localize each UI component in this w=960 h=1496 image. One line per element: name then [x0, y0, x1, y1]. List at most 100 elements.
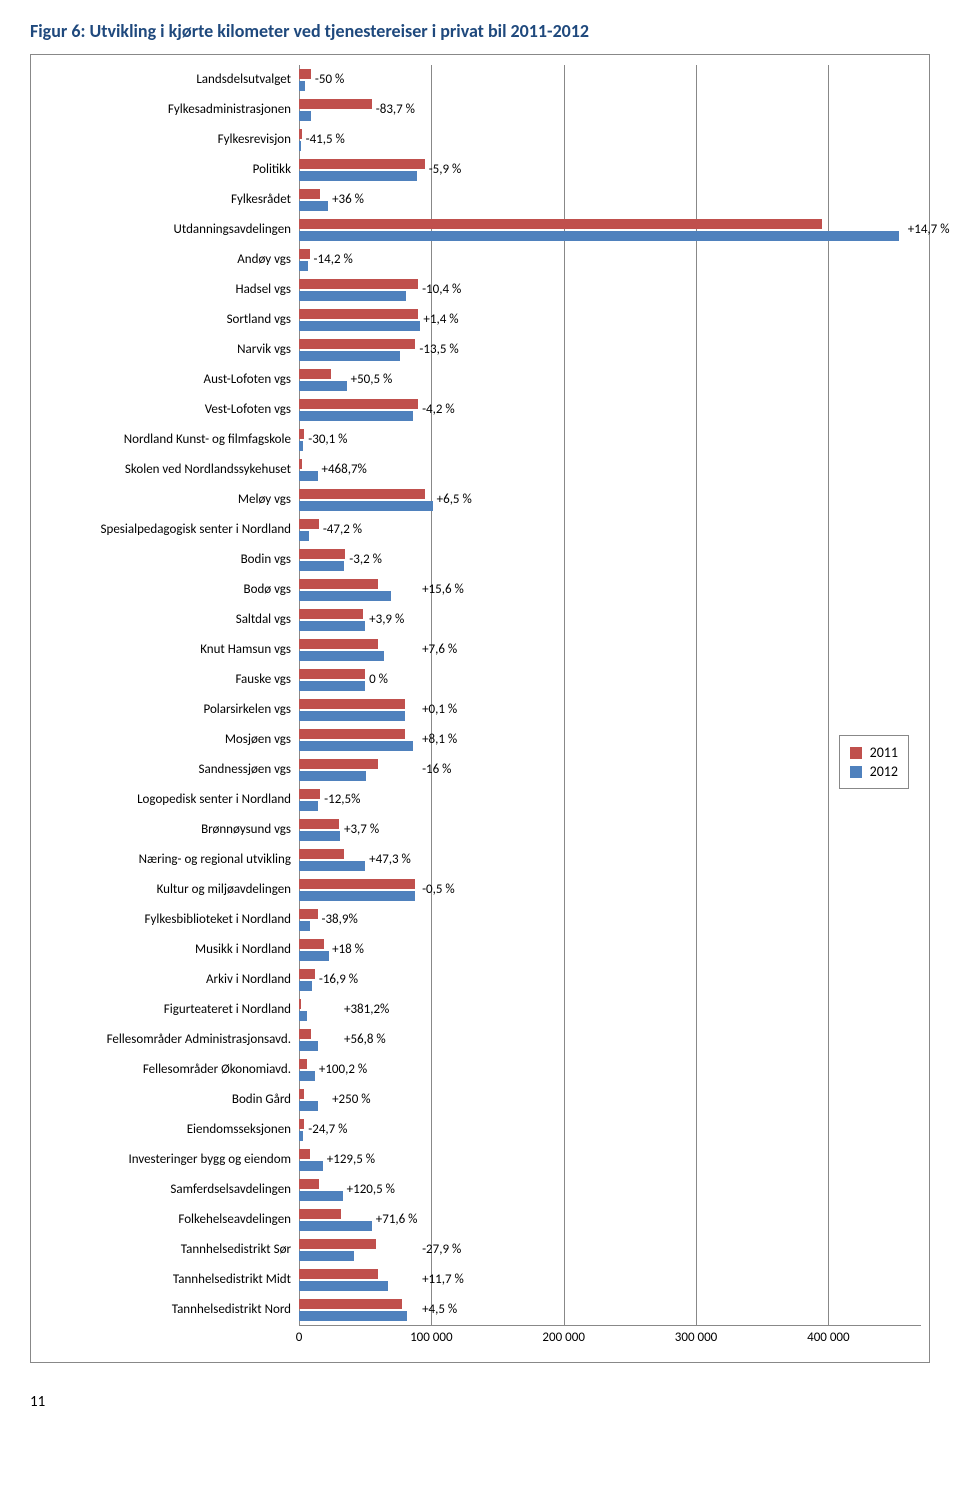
bar-row: -10,4 % [299, 275, 921, 305]
bar-2011 [299, 159, 425, 169]
chart-body: LandsdelsutvalgetFylkesadministrasjonenF… [39, 65, 921, 1356]
bar-2011 [299, 639, 378, 649]
bar-row: +250 % [299, 1085, 921, 1115]
bar-2012 [299, 741, 413, 751]
bar-2012 [299, 951, 329, 961]
bar-2012 [299, 1101, 318, 1111]
bar-row: +11,7 % [299, 1265, 921, 1295]
bar-row: +3,7 % [299, 815, 921, 845]
category-label: Bodin Gård [39, 1085, 299, 1115]
bar-row: -50 % [299, 65, 921, 95]
bar-2011 [299, 429, 304, 439]
bar-row: +15,6 % [299, 575, 921, 605]
bar-row: +1,4 % [299, 305, 921, 335]
bar-2012 [299, 651, 384, 661]
value-annotation: +468,7% [321, 462, 366, 477]
chart-container: LandsdelsutvalgetFylkesadministrasjonenF… [30, 54, 930, 1363]
bar-2011 [299, 369, 331, 379]
category-label: Eiendomsseksjonen [39, 1115, 299, 1145]
legend-label-2012: 2012 [870, 763, 898, 780]
value-annotation: +11,7 % [422, 1272, 464, 1287]
bar-row: +7,6 % [299, 635, 921, 665]
bar-2011 [299, 879, 415, 889]
value-annotation: -50 % [315, 72, 344, 87]
value-annotation: -83,7 % [376, 102, 415, 117]
bar-row: -12,5% [299, 785, 921, 815]
bar-2012 [299, 1161, 323, 1171]
bar-2011 [299, 489, 425, 499]
bar-rows: -50 %-83,7 %-41,5 %-5,9 %+36 %+14,7 %-14… [299, 65, 921, 1325]
value-annotation: +8,1 % [422, 732, 457, 747]
chart-title: Figur 6: Utvikling i kjørte kilometer ve… [30, 20, 930, 42]
legend-swatch-2011 [850, 747, 862, 759]
value-annotation: +15,6 % [422, 582, 464, 597]
value-annotation: +3,7 % [344, 822, 379, 837]
bar-row: -27,9 % [299, 1235, 921, 1265]
legend-swatch-2012 [850, 766, 862, 778]
bar-2011 [299, 849, 344, 859]
value-annotation: +47,3 % [369, 852, 411, 867]
x-tick-label: 200 000 [542, 1330, 584, 1345]
bar-2012 [299, 561, 344, 571]
bar-row: +468,7% [299, 455, 921, 485]
category-label: Nordland Kunst- og filmfagskole [39, 425, 299, 455]
bar-2012 [299, 1041, 318, 1051]
bar-2012 [299, 261, 308, 271]
bar-2011 [299, 1239, 376, 1249]
bar-2011 [299, 969, 315, 979]
value-annotation: +56,8 % [344, 1032, 386, 1047]
bar-row: -16 % [299, 755, 921, 785]
bar-2011 [299, 1029, 311, 1039]
page: Figur 6: Utvikling i kjørte kilometer ve… [0, 0, 960, 1431]
value-annotation: +6,5 % [437, 492, 472, 507]
bar-2011 [299, 519, 319, 529]
bar-row: +36 % [299, 185, 921, 215]
bar-2012 [299, 1011, 307, 1021]
value-annotation: +18 % [332, 942, 364, 957]
category-label: Sortland vgs [39, 305, 299, 335]
category-label: Tannhelsedistrikt Nord [39, 1295, 299, 1325]
value-annotation: +14,7 % [908, 222, 950, 237]
value-annotation: -4,2 % [422, 402, 455, 417]
value-annotation: +7,6 % [422, 642, 457, 657]
category-label: Tannhelsedistrikt Midt [39, 1265, 299, 1295]
bar-2012 [299, 81, 305, 91]
category-label: Knut Hamsun vgs [39, 635, 299, 665]
bar-2012 [299, 831, 340, 841]
bar-2012 [299, 531, 309, 541]
bar-2011 [299, 1089, 304, 1099]
bar-row: -83,7 % [299, 95, 921, 125]
category-label: Bodin vgs [39, 545, 299, 575]
bar-2011 [299, 909, 318, 919]
bar-2011 [299, 579, 378, 589]
value-annotation: -13,5 % [419, 342, 458, 357]
bar-row: -47,2 % [299, 515, 921, 545]
bar-row: -4,2 % [299, 395, 921, 425]
bar-2011 [299, 609, 363, 619]
bar-row: -41,5 % [299, 125, 921, 155]
value-annotation: -38,9% [321, 912, 357, 927]
bar-row: +8,1 % [299, 725, 921, 755]
value-annotation: 0 % [369, 672, 388, 687]
bar-2012 [299, 321, 420, 331]
bar-2012 [299, 861, 365, 871]
category-label: Folkehelseavdelingen [39, 1205, 299, 1235]
bar-2011 [299, 1209, 341, 1219]
bar-2011 [299, 129, 302, 139]
bar-2011 [299, 999, 301, 1009]
bar-2012 [299, 621, 365, 631]
category-label: Sandnessjøen vgs [39, 755, 299, 785]
bar-2011 [299, 789, 320, 799]
category-label: Fellesområder Økonomiavd. [39, 1055, 299, 1085]
bar-2011 [299, 189, 320, 199]
bar-2012 [299, 981, 312, 991]
value-annotation: -27,9 % [422, 1242, 461, 1257]
bar-2011 [299, 1059, 307, 1069]
y-labels-column: LandsdelsutvalgetFylkesadministrasjonenF… [39, 65, 299, 1356]
bar-row: -14,2 % [299, 245, 921, 275]
value-annotation: -3,2 % [349, 552, 382, 567]
bar-2012 [299, 471, 318, 481]
category-label: Investeringer bygg og eiendom [39, 1145, 299, 1175]
category-label: Skolen ved Nordlandssykehuset [39, 455, 299, 485]
category-label: Vest-Lofoten vgs [39, 395, 299, 425]
